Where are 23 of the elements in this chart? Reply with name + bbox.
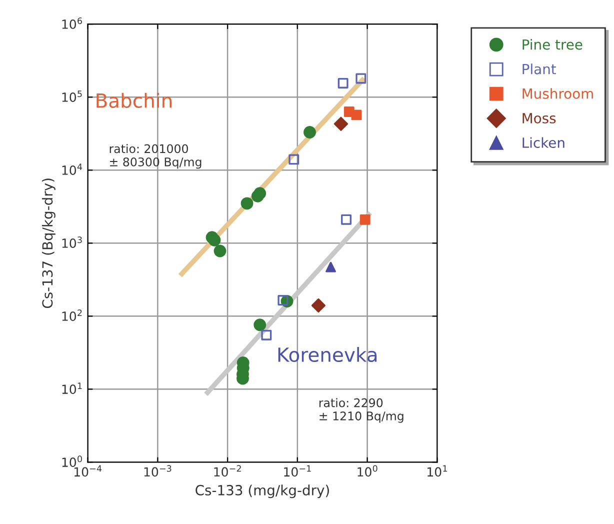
x-tick-label: 10$^{0}$: [358, 465, 378, 477]
annotation: ratio: 201000 ± 80300 Bq/mg: [110, 144, 202, 169]
y-tick-label: 10$^{4}$: [62, 164, 82, 175]
x-tick-label: 10$^{−2}$: [214, 465, 241, 477]
legend-label: Plant: [522, 64, 556, 74]
x-axis-title: Cs-133 (mg/kg-dry): [196, 484, 329, 498]
y-tick-label: 10$^{5}$: [62, 90, 82, 102]
legend-label: Moss: [522, 113, 556, 124]
x-tick-label: 10$^{−1}$: [284, 465, 311, 477]
legend-label: Pine tree: [522, 39, 582, 50]
x-tick-label: 10$^{1}$: [428, 465, 447, 477]
legend-label: Mushroom: [522, 88, 593, 99]
x-tick-label: 10$^{−4}$: [74, 465, 102, 477]
legend-label: Licken: [522, 137, 564, 148]
annotation: Babchin: [96, 92, 172, 108]
y-tick-label: 10$^{0}$: [62, 456, 82, 467]
x-tick-label: 10$^{−3}$: [144, 465, 172, 477]
y-tick-label: 10$^{2}$: [62, 310, 82, 321]
y-tick-label: 10$^{1}$: [62, 382, 82, 394]
annotation: ratio: 2290 ± 1210 Bq/mg: [319, 398, 404, 423]
y-tick-label: 10$^{3}$: [62, 236, 82, 248]
y-tick-label: 10$^{6}$: [62, 17, 82, 29]
y-axis-title: Cs-137 (Bq/kg-dry): [42, 178, 56, 308]
